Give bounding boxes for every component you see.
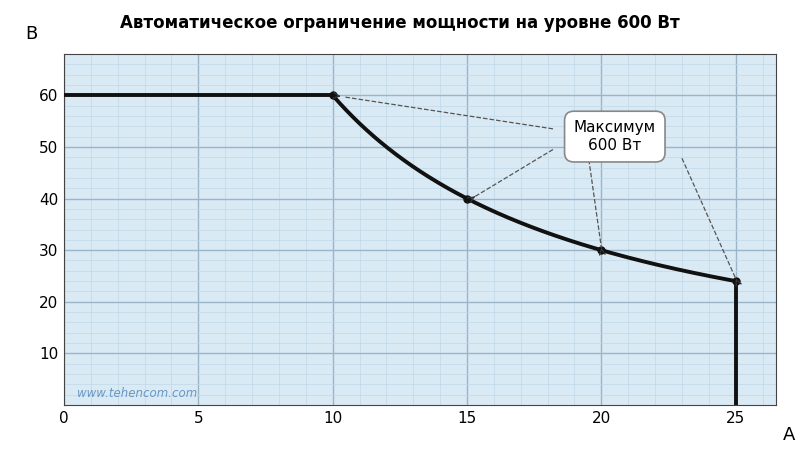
- Text: www.tehencom.com: www.tehencom.com: [78, 387, 198, 400]
- Text: В: В: [25, 26, 37, 44]
- Text: Максимум
600 Вт: Максимум 600 Вт: [574, 121, 656, 153]
- Text: Автоматическое ограничение мощности на уровне 600 Вт: Автоматическое ограничение мощности на у…: [120, 14, 680, 32]
- Text: А: А: [783, 426, 795, 444]
